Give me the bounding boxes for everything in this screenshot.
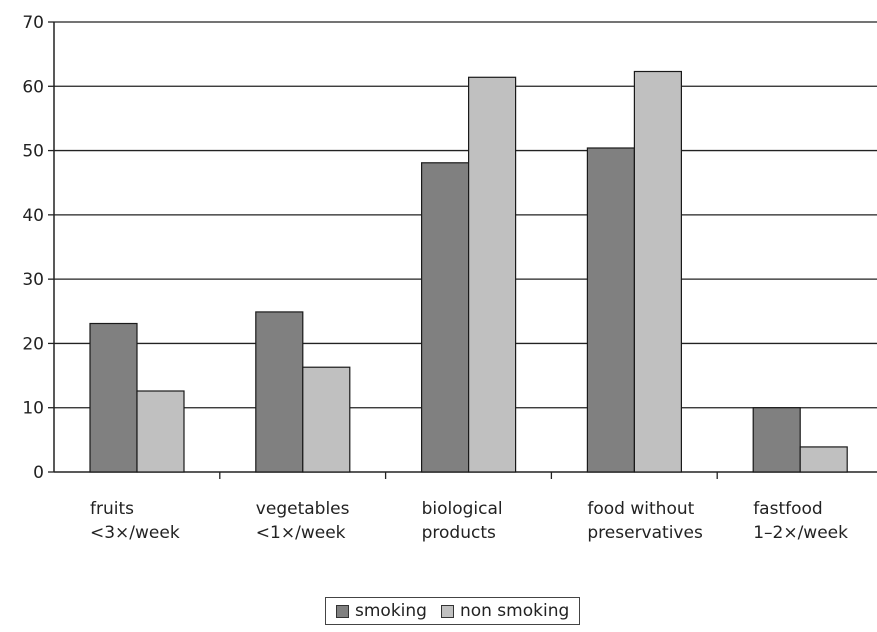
bar-smoking: [421, 162, 470, 473]
bar-smoking: [752, 407, 801, 473]
y-tick-label: 60: [22, 77, 44, 97]
legend-label-non-smoking: non smoking: [459, 601, 570, 621]
bar-smoking: [89, 322, 138, 473]
y-tick-label: 30: [22, 270, 44, 290]
legend-item-smoking: smoking: [336, 601, 427, 621]
x-tick-label: 1–2×/week: [753, 523, 848, 543]
x-tick-label: products: [422, 523, 496, 543]
legend-label-smoking: smoking: [355, 601, 427, 621]
y-tick-label: 10: [22, 399, 44, 419]
bar-non-smoking: [799, 446, 848, 473]
bar-non-smoking: [136, 390, 185, 473]
x-tick-label: fastfood: [753, 499, 823, 519]
bar-non-smoking: [633, 70, 683, 473]
y-tick-label: 40: [22, 206, 44, 226]
x-tick-label: <1×/week: [256, 523, 346, 543]
x-tick-label: vegetables: [256, 499, 350, 519]
x-tick-label: preservatives: [587, 523, 703, 543]
legend: smoking non smoking: [325, 597, 581, 625]
legend-swatch-non-smoking: [440, 604, 454, 618]
y-tick-label: 70: [22, 13, 44, 33]
x-tick-label: <3×/week: [90, 523, 180, 543]
x-tick-label: fruits: [90, 499, 134, 519]
bar-smoking: [586, 147, 636, 473]
x-tick-label: food without: [587, 499, 694, 519]
legend-item-non-smoking: non smoking: [440, 601, 570, 621]
bar-smoking: [255, 311, 304, 473]
x-tick-label: biological: [422, 499, 503, 519]
y-tick-label: 20: [22, 334, 44, 354]
bar-non-smoking: [468, 76, 517, 473]
y-tick-label: 0: [33, 463, 44, 483]
legend-swatch-smoking: [336, 604, 349, 618]
y-tick-label: 50: [22, 142, 44, 162]
bar-non-smoking: [302, 366, 351, 473]
